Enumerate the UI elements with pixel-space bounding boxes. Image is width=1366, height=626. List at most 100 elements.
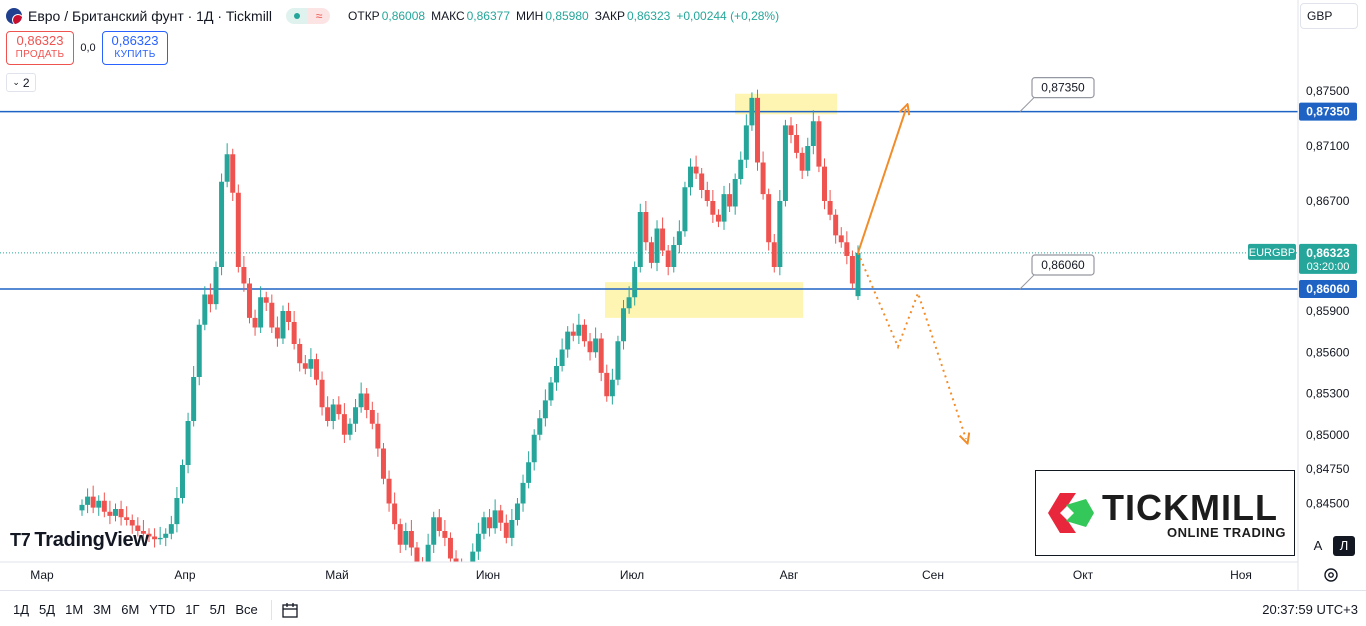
change-value: +0,00244 (+0,28%) xyxy=(676,9,780,23)
x-tick-label: Июл xyxy=(620,568,644,582)
log-scale-button[interactable]: Л xyxy=(1333,536,1355,556)
forecast-down-path xyxy=(857,252,966,439)
candle-body xyxy=(453,558,459,562)
candle-body xyxy=(565,331,571,350)
buy-button[interactable]: 0,86323 КУПИТЬ xyxy=(102,31,168,65)
x-tick-label: Май xyxy=(325,568,349,582)
currency-selector[interactable]: GBP xyxy=(1300,3,1358,29)
candle-body xyxy=(827,201,833,215)
candle-body xyxy=(280,311,286,339)
candle-body xyxy=(777,201,783,267)
utc-clock[interactable]: 20:37:59 UTC+3 xyxy=(1262,602,1358,617)
indicators-collapse-button[interactable]: ⌄ 2 xyxy=(6,73,36,92)
timeframe-1d[interactable]: 1Д xyxy=(13,602,30,617)
date-range-icon[interactable] xyxy=(280,600,300,620)
candle-body xyxy=(380,448,386,479)
candle-body xyxy=(196,324,202,377)
forecast-up-arrow xyxy=(857,109,906,254)
data-delay-icon[interactable]: ≈ xyxy=(308,8,331,24)
symbol-title[interactable]: Евро / Британский фунт · 1Д · Tickmill xyxy=(28,8,273,24)
candle-body xyxy=(743,125,749,160)
price-chart[interactable]: 0,87350 0,86060 0,87500 0,87100 0,86700 0,85… xyxy=(0,0,1366,590)
candle-body xyxy=(241,267,247,284)
close-label: ЗАКР xyxy=(594,9,625,23)
ohlc-values: ОТКР 0,86008 МАКС 0,86377 МИН 0,85980 ЗАКР 0… xyxy=(348,9,783,23)
candle-body xyxy=(347,423,353,435)
candle-body xyxy=(101,500,107,512)
candle-body xyxy=(542,400,548,419)
candle-body xyxy=(626,297,632,309)
candle-body xyxy=(224,154,230,182)
y-tick-label: 0,87500 xyxy=(1306,84,1350,98)
market-open-icon[interactable] xyxy=(286,8,309,24)
x-tick-label: Июн xyxy=(476,568,500,582)
eur-gbp-flag-icon xyxy=(6,8,22,24)
level-price-text: 0,87350 xyxy=(1306,105,1350,119)
open-label: ОТКР xyxy=(348,9,380,23)
candle-body xyxy=(548,382,554,401)
low-value: 0,85980 xyxy=(545,9,589,23)
timeframe-1m[interactable]: 1М xyxy=(65,602,84,617)
candle-body xyxy=(219,181,225,267)
chevron-down-icon: ⌄ xyxy=(12,77,20,87)
symbol-tag xyxy=(1248,243,1296,260)
candle-body xyxy=(202,294,208,325)
candle-body xyxy=(755,97,761,163)
candle-body xyxy=(732,179,738,207)
candle-body xyxy=(749,97,755,126)
candle-body xyxy=(465,575,470,586)
candle-body xyxy=(442,531,448,538)
timeframe-list: 1Д 5Д 1М 3М 6М YTD 1Г 5Л Все xyxy=(8,600,300,620)
candle-body xyxy=(302,363,308,369)
gear-icon[interactable] xyxy=(1322,566,1340,584)
y-tick-label: 0,85300 xyxy=(1306,387,1350,401)
candle-body xyxy=(140,531,146,534)
candle-body xyxy=(503,522,509,538)
timeframe-3m[interactable]: 3М xyxy=(93,602,112,617)
candle-body xyxy=(213,267,219,305)
timeframe-5d[interactable]: 5Д xyxy=(39,602,56,617)
candle-body xyxy=(152,536,158,540)
candle-body xyxy=(727,194,733,207)
tradingview-wordmark: TradingView xyxy=(34,529,149,551)
sell-price: 0,86323 xyxy=(16,33,64,48)
candle-body xyxy=(715,214,721,222)
tradingview-logo[interactable]: T7 TradingView xyxy=(10,529,149,552)
toolbar-divider xyxy=(270,600,272,620)
timeframe-all[interactable]: Все xyxy=(235,602,258,617)
candle-body xyxy=(788,125,794,135)
candle-body xyxy=(693,166,699,174)
candle-body xyxy=(325,407,331,421)
candle-body xyxy=(353,407,359,424)
candle-body xyxy=(710,201,716,215)
status-badges[interactable]: ≈ xyxy=(286,8,331,24)
candle-body xyxy=(537,418,543,435)
candle-body xyxy=(358,393,364,408)
timeframe-6m[interactable]: 6М xyxy=(121,602,140,617)
candle-body xyxy=(609,379,615,397)
timeframe-1y[interactable]: 1Г xyxy=(185,602,200,617)
candle-body xyxy=(738,159,744,179)
candle-body xyxy=(364,393,370,410)
y-tick-label: 0,85000 xyxy=(1306,428,1350,442)
candle-body xyxy=(598,338,604,373)
timeframe-ytd[interactable]: YTD xyxy=(149,602,176,617)
x-tick-label: Апр xyxy=(174,568,196,582)
sell-button[interactable]: 0,86323 ПРОДАТЬ xyxy=(6,31,74,65)
spread-value: 0,0 xyxy=(80,42,96,54)
candle-body xyxy=(621,308,627,342)
x-tick-label: Сен xyxy=(922,568,944,582)
auto-scale-button[interactable]: A xyxy=(1308,536,1328,556)
candle-body xyxy=(559,349,565,366)
candle-body xyxy=(397,524,403,545)
candle-body xyxy=(682,187,688,232)
candle-body xyxy=(341,414,347,435)
symbol-header: Евро / Британский фунт · 1Д · Tickmill ≈… xyxy=(6,6,783,26)
candle-body xyxy=(554,366,560,383)
x-tick-label: Окт xyxy=(1073,568,1094,582)
timeframe-5y[interactable]: 5Л xyxy=(209,602,226,617)
candle-body xyxy=(258,297,264,328)
candle-body xyxy=(794,135,800,153)
candle-body xyxy=(570,331,576,336)
candle-body xyxy=(286,311,292,322)
